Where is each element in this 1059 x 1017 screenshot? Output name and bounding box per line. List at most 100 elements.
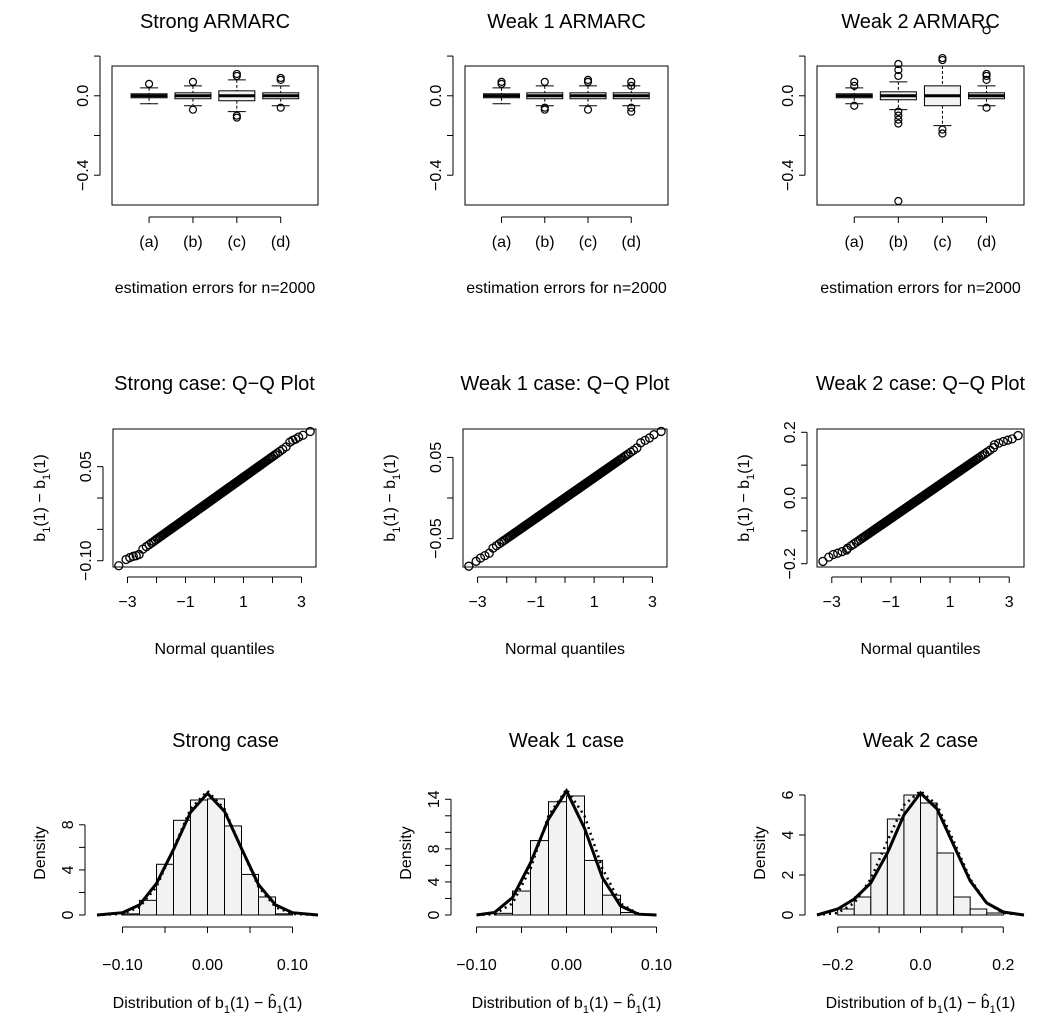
x-tick-label: (a) — [844, 234, 864, 251]
qq-point — [464, 561, 474, 571]
outlier-point — [232, 113, 241, 122]
x-tick-label: 0.10 — [277, 957, 308, 974]
histogram-bar — [122, 913, 140, 916]
y-tick-label: 0.0 — [428, 85, 445, 107]
outlier-point — [894, 119, 903, 128]
x-axis-label-part: Distribution of b — [826, 995, 937, 1012]
qq-point — [977, 450, 988, 460]
x-tick-label: (d) — [621, 234, 641, 251]
y-tick-label: −0.4 — [75, 159, 92, 191]
qq-point — [293, 432, 304, 442]
outlier-point — [627, 77, 636, 86]
x-tick-label: −0.10 — [456, 957, 497, 974]
qq-point — [989, 440, 1000, 450]
x-tick-label: 0.00 — [192, 957, 223, 974]
x-axis-label-part: 1 — [636, 1004, 642, 1016]
y-tick-label: −0.10 — [78, 540, 95, 581]
y-axis-label-part: 1 — [745, 474, 757, 480]
outlier-point — [144, 79, 154, 88]
histogram-bar — [156, 863, 174, 916]
box-(a) — [130, 79, 168, 105]
outlier-point — [982, 103, 991, 112]
plot-frame — [462, 428, 668, 568]
x-tick-label: 1 — [590, 594, 599, 611]
x-tick-label: −3 — [118, 594, 136, 611]
y-axis-label-part: (1) — [32, 454, 49, 474]
qq-panel-2: Weak 1 case: Q−Q Plot Normal quantiles −3 −… — [382, 373, 670, 658]
x-axis-label: Normal quantiles — [154, 641, 274, 658]
chart-title: Strong ARMARC — [140, 11, 290, 33]
x-tick-label: (c) — [933, 234, 952, 251]
outlier-point — [850, 81, 859, 90]
histogram-bar — [870, 852, 888, 916]
x-tick-label: 0.0 — [909, 957, 931, 974]
histogram-bar — [275, 913, 293, 916]
plot-frame — [816, 428, 1025, 568]
y-tick-label: 8 — [60, 820, 77, 829]
x-tick-label: 0.00 — [551, 957, 582, 974]
qq-point — [818, 556, 828, 567]
outlier-point — [894, 107, 903, 116]
x-axis-label-part: 1 — [937, 1004, 943, 1016]
normal-density-curve — [476, 787, 657, 917]
x-tick-label: −0.10 — [102, 957, 143, 974]
outlier-point — [894, 196, 903, 206]
boxplot-panel-1: Strong ARMARC estimation errors for n=200… — [75, 11, 319, 297]
outlier-point — [188, 105, 198, 114]
box-(a) — [483, 77, 521, 105]
outlier-point — [850, 101, 859, 110]
outlier-point — [188, 77, 198, 86]
qq-point — [626, 447, 636, 457]
outlier-point — [850, 77, 859, 86]
x-axis-label-part: (1) — [996, 995, 1016, 1012]
histogram-bar — [190, 799, 208, 916]
y-tick-label: 2 — [780, 870, 797, 879]
outlier-point — [894, 115, 903, 124]
x-tick-label: (b) — [889, 234, 909, 251]
x-tick-label: 0.2 — [992, 957, 1014, 974]
x-axis-label-part: (1) — [283, 995, 303, 1012]
qq-panel-1: Strong case: Q−Q Plot Normal quantiles −3 −… — [32, 373, 317, 658]
y-axis-label-part: b — [32, 533, 49, 542]
x-axis-label: estimation errors for n=2000 — [466, 280, 667, 297]
histogram-bar — [241, 873, 259, 916]
box-(b) — [879, 59, 917, 206]
x-axis-label-part: b̂ — [268, 992, 277, 1012]
y-axis-label-part: 1 — [391, 527, 403, 533]
y-tick-label: 4 — [426, 877, 443, 886]
x-tick-label: (d) — [271, 234, 291, 251]
outlier-point — [583, 105, 593, 114]
x-axis-label: estimation errors for n=2000 — [115, 280, 316, 297]
y-tick-label: 0 — [426, 910, 443, 919]
histogram-bar — [207, 798, 225, 916]
qq-point — [833, 548, 843, 558]
plot-frame — [112, 428, 317, 568]
x-tick-label: −3 — [468, 594, 486, 611]
kernel-density-curve — [96, 791, 319, 917]
box-(d) — [968, 26, 1006, 112]
kernel-density-curve — [816, 790, 1025, 917]
qq-point — [298, 430, 308, 440]
box-(a) — [835, 77, 873, 110]
x-tick-label: (b) — [535, 234, 555, 251]
histogram-bar — [936, 852, 955, 916]
chart-title: Weak 2 ARMARC — [841, 11, 1000, 33]
chart-title: Weak 1 case — [509, 730, 624, 752]
y-axis-label-part: 1 — [391, 474, 403, 480]
histogram-bar — [566, 795, 585, 916]
y-tick-label: −0.2 — [782, 548, 799, 580]
histogram-bar — [853, 896, 872, 916]
x-tick-label: 1 — [239, 594, 248, 611]
y-tick-label: 0.05 — [428, 442, 445, 473]
y-tick-label: −0.4 — [780, 159, 797, 191]
x-axis-label-part: b̂ — [981, 992, 990, 1012]
x-tick-label: (a) — [492, 234, 512, 251]
histogram-bar — [530, 840, 549, 916]
outlier-point — [276, 103, 285, 112]
box-(b) — [526, 77, 564, 114]
chart-title: Weak 1 ARMARC — [487, 11, 646, 33]
x-tick-label: (d) — [977, 234, 997, 251]
x-axis-label-part: 1 — [277, 1004, 283, 1016]
x-axis-label: Distribution of b1(1) − b̂1(1) — [472, 992, 662, 1016]
outlier-point — [232, 69, 241, 79]
